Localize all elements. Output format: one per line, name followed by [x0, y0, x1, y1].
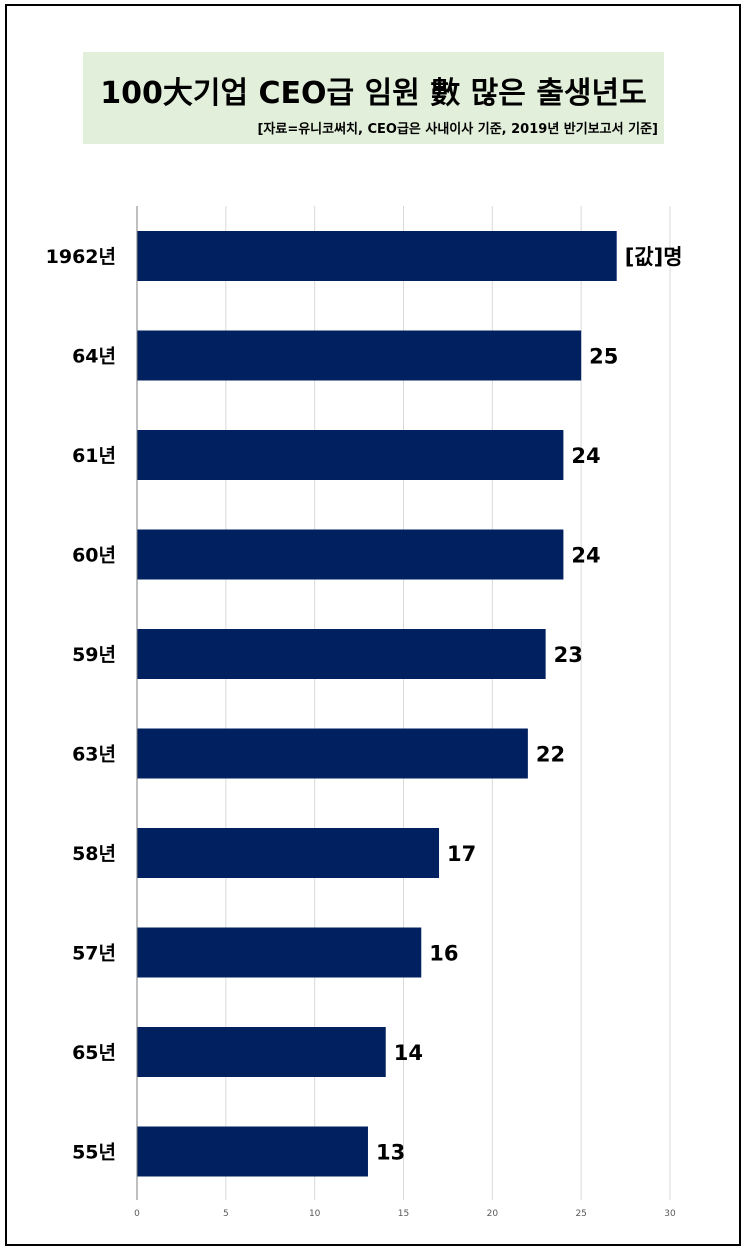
- bar: [137, 629, 546, 679]
- bar: [137, 1027, 386, 1077]
- chart-frame: [5, 4, 741, 1246]
- x-tick-label: 25: [575, 1209, 586, 1219]
- x-tick-label: 20: [487, 1209, 499, 1219]
- bar: [137, 430, 564, 480]
- bar: [137, 927, 422, 978]
- x-tick-label: 10: [309, 1209, 321, 1219]
- category-label: 59년: [72, 644, 116, 666]
- bar: [137, 828, 440, 878]
- bar: [137, 330, 582, 381]
- data-label: 13: [376, 1141, 405, 1165]
- category-label: 58년: [72, 843, 116, 865]
- bar: [137, 529, 564, 580]
- data-label: 17: [447, 842, 476, 866]
- x-tick-label: 0: [134, 1209, 140, 1219]
- category-label: 55년: [72, 1142, 116, 1164]
- category-label: 1962년: [46, 246, 116, 268]
- bar: [137, 231, 617, 281]
- category-label: 65년: [72, 1042, 116, 1064]
- x-tick-labels: 0 5 10 15 20 25 30: [134, 1209, 676, 1219]
- category-label: 64년: [72, 346, 116, 368]
- x-tick-label: 30: [664, 1209, 676, 1219]
- data-label: 25: [589, 345, 618, 369]
- category-label: 61년: [72, 445, 116, 467]
- data-label: 16: [429, 942, 458, 966]
- bar: [137, 728, 528, 779]
- data-labels: [값]명 25 24 24 23 22 17 16 14 13: [376, 245, 683, 1165]
- data-label: 14: [394, 1041, 423, 1065]
- category-label: 60년: [72, 545, 116, 567]
- chart-title: 100大기업 CEO급 임원 數 많은 출생년도: [100, 76, 647, 111]
- data-label: 22: [536, 743, 565, 767]
- data-label: 24: [571, 444, 600, 468]
- bar: [137, 1126, 368, 1177]
- chart-subtitle: [자료=유니코써치, CEO급은 사내이사 기준, 2019년 반기보고서 기준…: [257, 122, 658, 137]
- data-label: 23: [554, 643, 583, 667]
- x-tick-label: 5: [223, 1209, 229, 1219]
- bars: [137, 231, 617, 1177]
- category-labels: 1962년 64년 61년 60년 59년 63년 58년 57년 65년 55년: [46, 246, 116, 1164]
- category-label: 63년: [72, 744, 116, 766]
- data-label: [값]명: [625, 245, 683, 269]
- x-tick-label: 15: [398, 1209, 409, 1219]
- title-box: 100大기업 CEO급 임원 數 많은 출생년도 [자료=유니코써치, CEO급…: [83, 52, 664, 144]
- category-label: 57년: [72, 943, 116, 965]
- data-label: 24: [571, 544, 600, 568]
